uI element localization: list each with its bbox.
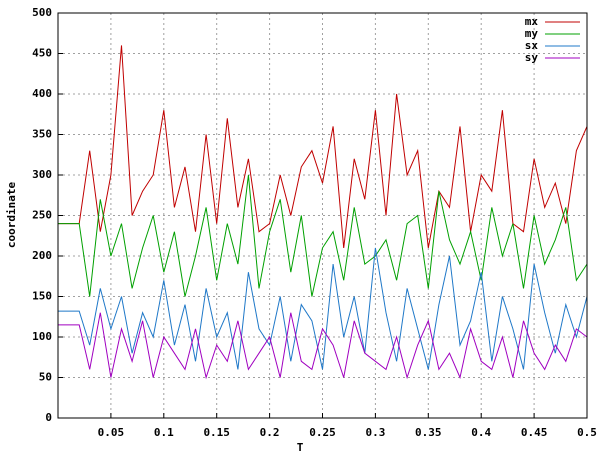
x-tick-label: 0.5 [577, 426, 597, 439]
y-tick-label: 250 [32, 209, 52, 222]
x-tick-label: 0.35 [415, 426, 442, 439]
legend-label: my [525, 27, 539, 40]
y-tick-label: 300 [32, 168, 52, 181]
series-line [58, 247, 588, 370]
plot-border [57, 12, 588, 419]
y-tick-label: 150 [32, 290, 52, 303]
y-tick-label: 200 [32, 249, 52, 262]
y-tick-label: 350 [32, 128, 52, 141]
y-tick-label: 500 [32, 6, 52, 19]
x-tick-label: 0.2 [260, 426, 280, 439]
series-line [58, 45, 588, 248]
y-tick-label: 450 [32, 47, 52, 60]
series-line [58, 312, 588, 380]
x-axis-label: T [297, 441, 304, 454]
y-tick-label: 0 [45, 411, 52, 424]
x-tick-label: 0.3 [365, 426, 385, 439]
legend-label: mx [525, 15, 539, 28]
y-tick-label: 400 [32, 87, 52, 100]
y-axis-label: coordinate [5, 182, 18, 249]
x-tick-label: 0.45 [521, 426, 548, 439]
x-tick-label: 0.1 [154, 426, 174, 439]
x-tick-label: 0.4 [471, 426, 491, 439]
legend-label: sy [525, 51, 539, 64]
y-tick-label: 100 [32, 330, 52, 343]
legend-label: sx [525, 39, 539, 52]
x-tick-label: 0.05 [98, 426, 125, 439]
x-tick-label: 0.15 [203, 426, 230, 439]
x-tick-label: 0.25 [309, 426, 336, 439]
series-line [58, 174, 588, 297]
y-tick-label: 50 [39, 371, 52, 384]
